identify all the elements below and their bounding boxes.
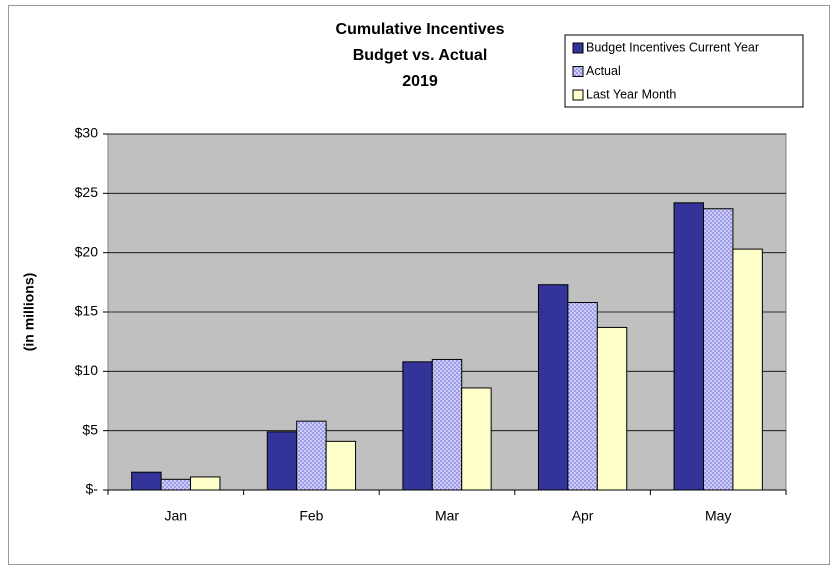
x-tick-label: May: [705, 508, 731, 524]
legend-swatch: [572, 42, 584, 54]
y-axis-label: (in millions): [21, 273, 37, 352]
y-tick-label: $5: [82, 421, 98, 437]
legend-label: Budget Incentives Current Year: [586, 40, 759, 54]
y-tick-label: $15: [75, 303, 99, 319]
bar: [702, 208, 734, 491]
chart-title: 2019: [402, 73, 438, 90]
y-tick-label: $20: [75, 243, 99, 259]
chart-title: Cumulative Incentives: [336, 21, 505, 38]
chart-title: Budget vs. Actual: [353, 47, 488, 64]
bar: [596, 326, 628, 491]
y-tick-label: $-: [86, 481, 99, 497]
bar: [732, 248, 763, 491]
legend: Budget Incentives Current Year Actual Last…: [564, 34, 804, 108]
bar: [266, 431, 298, 491]
x-tick-label: Jan: [165, 508, 188, 524]
bar: [537, 284, 569, 491]
bar: [296, 420, 327, 491]
x-tick-label: Apr: [572, 508, 594, 524]
legend-swatch: [572, 89, 584, 101]
y-tick-label: $30: [75, 125, 99, 141]
y-tick-label: $25: [75, 184, 99, 200]
legend-swatch: [572, 66, 584, 77]
bar: [325, 440, 357, 491]
legend-box: [564, 34, 804, 108]
bar: [131, 471, 162, 491]
x-tick-label: Mar: [435, 508, 459, 524]
y-tick-label: $10: [75, 362, 99, 378]
bar: [190, 476, 221, 491]
bar: [160, 478, 192, 491]
bar: [431, 358, 463, 491]
bar: [461, 387, 492, 491]
bar: [567, 302, 598, 491]
legend-label: Last Year Month: [586, 87, 676, 101]
x-tick-label: Feb: [299, 508, 323, 524]
legend-label: Actual: [586, 64, 621, 78]
bar: [673, 202, 704, 491]
bar: [402, 361, 433, 491]
